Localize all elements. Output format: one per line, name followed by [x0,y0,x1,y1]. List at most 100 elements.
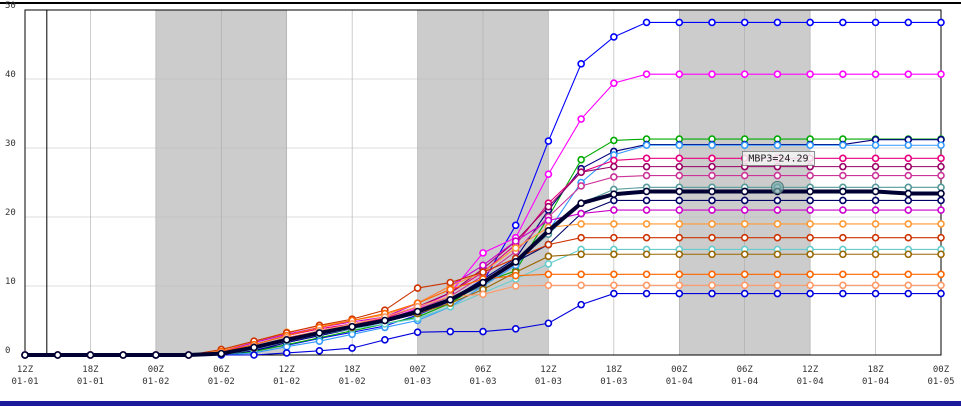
x-tick-label: 06Z [475,365,492,375]
point [708,281,716,290]
point [577,155,585,164]
point [577,250,585,259]
point [937,18,945,27]
point [282,336,291,344]
y-tick-label: 20 [5,208,16,218]
x-tick-label: 00Z [148,365,165,375]
point [904,154,913,163]
point [544,170,553,179]
point [53,351,62,359]
y-tick-label: 50 [5,1,16,11]
point [740,187,749,196]
point [511,271,520,280]
point [479,278,487,287]
point [642,162,651,171]
x-tick-label: 12Z [540,365,557,375]
x-tick-date: 01-02 [208,377,235,387]
point [904,141,913,150]
point [937,289,945,298]
point [806,141,814,150]
point [381,316,389,325]
point [773,70,782,78]
point [937,220,945,228]
x-tick-date: 01-01 [77,377,104,387]
point [446,285,455,294]
point [544,319,553,328]
point [708,18,716,27]
point [806,70,814,78]
point [610,196,618,205]
point [675,220,684,228]
point [806,233,814,242]
x-tick-date: 01-01 [11,377,38,387]
x-tick-date: 01-03 [600,377,627,387]
point [806,289,814,298]
point [642,196,651,205]
point [937,141,945,150]
point [642,18,651,27]
point [904,289,913,298]
point [544,137,553,145]
point [577,233,585,242]
point [675,270,684,279]
plot: 0 10 20 30 40 50 12Z 01-01 18Z 01-01 00Z 01-02 06Z 01… [5,1,955,387]
point [577,199,585,207]
point [871,162,880,171]
point [642,281,651,290]
point [937,250,945,259]
y-tick-label: 10 [5,277,16,287]
point [839,206,847,214]
point [937,162,945,171]
x-tick-date: 01-04 [862,377,889,387]
point [708,154,716,163]
point [511,324,520,333]
point [446,278,455,287]
point [708,270,716,279]
point [675,250,684,259]
point [675,70,684,78]
point [544,227,553,235]
point [773,289,782,298]
y-tick-label: 40 [5,70,16,80]
point [544,260,553,268]
point [446,327,455,336]
point [740,220,749,228]
point [675,18,684,27]
point [479,268,487,277]
point [839,196,847,205]
point [446,295,455,304]
point [740,206,749,214]
y-tick-label: 0 [5,346,10,356]
point [871,220,880,228]
point [511,258,520,266]
point [871,171,880,180]
bottom-bar [0,401,961,406]
point [642,233,651,242]
point [610,270,618,279]
point [937,171,945,180]
point [839,154,847,163]
point [937,183,945,192]
point [839,270,847,279]
point [544,252,553,261]
x-tick-date: 01-04 [666,377,693,387]
point [937,154,945,163]
point [806,18,814,27]
point [675,206,684,214]
point [479,290,487,299]
plot-frame [24,9,942,356]
point [904,171,913,180]
point [839,289,847,298]
x-tick-date: 01-04 [731,377,758,387]
point [773,233,782,242]
point [904,220,913,228]
point [119,351,127,359]
point [610,162,618,171]
point [675,171,684,180]
point [610,206,618,214]
point [871,141,880,150]
point [839,171,847,180]
point [577,270,585,279]
point [577,220,585,228]
x-tick-date: 01-03 [404,377,431,387]
